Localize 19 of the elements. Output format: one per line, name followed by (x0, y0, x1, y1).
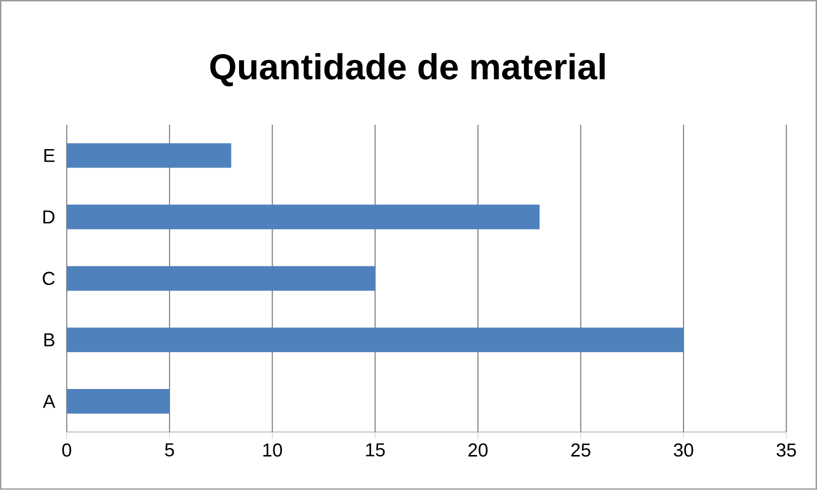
x-tick-label: 20 (468, 444, 488, 457)
x-tick-label: 15 (366, 444, 385, 457)
y-tick-label: A (42, 395, 56, 408)
bar (66, 204, 540, 230)
x-tick-label: 35 (776, 444, 796, 457)
x-tick-label: 25 (571, 444, 590, 457)
bar (66, 328, 684, 352)
bar (66, 266, 376, 291)
chart-title: Quantidade de material (210, 53, 605, 86)
y-tick-label: C (42, 272, 55, 286)
y-tick-label: B (44, 334, 54, 346)
bar (66, 389, 170, 414)
y-tick-label: E (44, 149, 55, 162)
bar (66, 143, 232, 168)
x-tick-label: 30 (674, 444, 694, 457)
x-tick-label: 5 (165, 444, 174, 457)
x-tick-label: 0 (62, 444, 72, 457)
x-tick-label: 10 (263, 444, 282, 457)
y-tick-label: D (43, 210, 54, 224)
